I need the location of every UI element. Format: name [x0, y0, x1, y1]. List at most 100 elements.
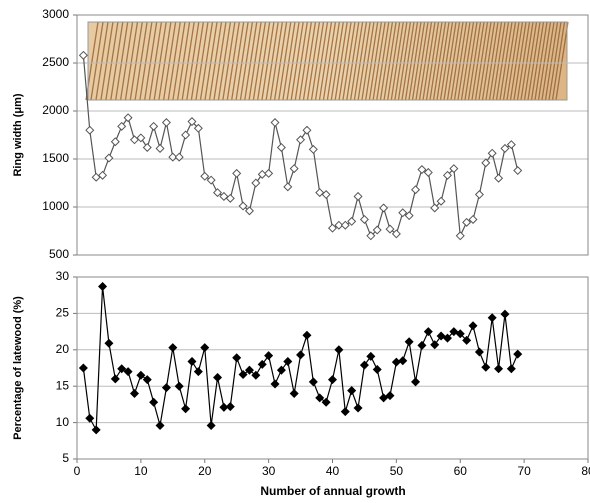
x-tick-label: 40 [326, 464, 340, 478]
wood-ring [534, 21, 548, 101]
plot-frame [76, 276, 589, 460]
data-point [264, 351, 274, 361]
data-point [385, 391, 395, 401]
data-point [487, 313, 497, 323]
wood-ring [408, 21, 422, 101]
y-tick-label: 10 [56, 415, 70, 429]
data-point [455, 231, 465, 241]
data-point [379, 393, 389, 403]
data-point [308, 144, 318, 154]
wood-ring [226, 21, 240, 101]
data-point [442, 333, 452, 343]
x-tick-label: 60 [454, 464, 468, 478]
wood-ring [139, 21, 153, 101]
data-point [423, 327, 433, 337]
wood-ring [204, 21, 218, 101]
data-point [155, 143, 165, 153]
data-point [417, 165, 427, 175]
data-point [283, 182, 293, 192]
wood-ring [162, 21, 177, 101]
data-point [110, 137, 120, 147]
wood-ring [401, 21, 415, 101]
wood-ring [432, 21, 447, 101]
data-point [104, 338, 114, 348]
wood-ring [422, 21, 436, 101]
wood-ring [390, 21, 404, 101]
wood-ring [338, 21, 352, 101]
wood-ring [190, 21, 205, 101]
data-point [385, 224, 395, 234]
data-point [289, 388, 299, 398]
data-point [391, 357, 401, 367]
data-point [206, 421, 216, 431]
wood-ring [394, 21, 408, 101]
wood-ring [199, 21, 214, 101]
data-point [442, 170, 452, 180]
wood-ring [322, 21, 337, 101]
wood-ring [153, 21, 167, 101]
data-point [187, 356, 197, 366]
data-point [78, 363, 88, 373]
wood-ring [383, 21, 397, 101]
wood-ring [467, 21, 482, 101]
wood-ring [318, 21, 333, 101]
wood-ring [129, 21, 143, 101]
data-point [398, 356, 408, 366]
wood-ring [148, 21, 163, 101]
wood-ring [231, 21, 245, 101]
data-point [487, 148, 497, 158]
data-point [85, 125, 95, 135]
wood-ring [239, 21, 254, 101]
wood-ring [502, 21, 517, 101]
wood-ring [105, 21, 119, 101]
data-point [372, 364, 382, 374]
data-point [353, 191, 363, 201]
wood-ring [244, 21, 258, 101]
data-point [513, 166, 523, 176]
data-point [142, 375, 152, 385]
wood-ring [186, 21, 200, 101]
data-point [142, 142, 152, 152]
data-point [353, 403, 363, 413]
wood-ring [269, 21, 284, 101]
data-point [200, 343, 210, 353]
wood-ring [537, 21, 552, 101]
wood-ring [290, 21, 304, 101]
y-tick-label: 20 [56, 342, 70, 356]
data-point [270, 118, 280, 128]
wood-ring [353, 21, 368, 101]
y-tick-label: 5 [62, 451, 69, 465]
wood-ring [411, 21, 426, 101]
data-point [455, 329, 465, 339]
wood-ring [176, 21, 191, 101]
wood-ring [222, 21, 236, 101]
wood-ring [119, 21, 134, 101]
data-point [327, 223, 338, 233]
data-point [391, 229, 401, 239]
data-point [187, 117, 197, 127]
data-point [379, 203, 389, 213]
wood-ring [425, 21, 440, 101]
wood-ring [478, 21, 492, 101]
wood-ring [330, 21, 344, 101]
data-point [270, 379, 280, 389]
data-point [423, 167, 433, 177]
x-tick-label: 30 [262, 464, 276, 478]
data-point [276, 142, 286, 152]
data-point [506, 364, 516, 374]
data-point [219, 191, 229, 201]
data-point [98, 170, 108, 180]
data-point [232, 353, 242, 363]
wood-ring [544, 21, 559, 101]
data-point [347, 216, 357, 226]
data-point [359, 360, 369, 370]
data-point [340, 220, 350, 230]
wood-ring [379, 21, 394, 101]
data-point [161, 118, 171, 128]
data-point [91, 425, 101, 435]
y-tick-label: 25 [56, 306, 70, 320]
y-tick-label: 15 [56, 378, 70, 392]
wood-ring [387, 21, 401, 101]
